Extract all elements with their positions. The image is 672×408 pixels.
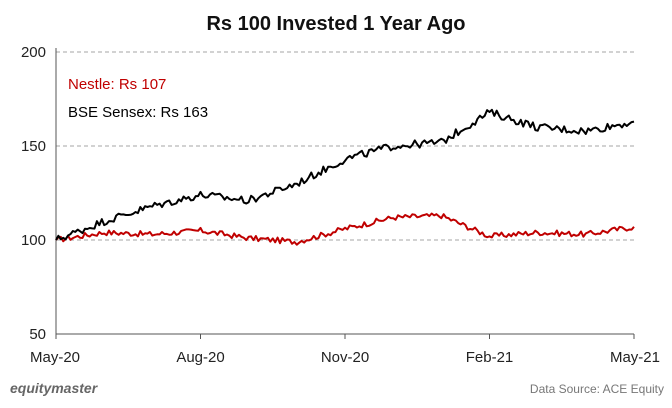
x-tick-label: May-21: [610, 349, 660, 366]
x-tick-labels: May-20 Aug-20 Nov-20 Feb-21 May-21: [30, 349, 660, 366]
y-tick-label: 150: [21, 138, 46, 155]
x-tick-label: Aug-20: [176, 349, 224, 366]
axes: [55, 48, 635, 339]
y-tick-label: 200: [21, 44, 46, 61]
x-tick-label: May-20: [30, 349, 80, 366]
series-lines: [55, 108, 635, 246]
x-tick-label: Nov-20: [321, 349, 369, 366]
legend-entry-sensex: BSE Sensex: Rs 163: [68, 104, 208, 121]
brand-logo-text: equitymaster: [10, 380, 99, 396]
data-source-note: Data Source: ACE Equity: [530, 382, 664, 396]
y-tick-label: 100: [21, 232, 46, 249]
y-tick-labels: 50 100 150 200: [21, 44, 46, 343]
x-tick-label: Feb-21: [466, 349, 514, 366]
legend: Nestle: Rs 107 BSE Sensex: Rs 163: [68, 76, 208, 121]
grid-lines: [56, 51, 634, 241]
legend-entry-nestle: Nestle: Rs 107: [68, 76, 166, 93]
series-line-sensex: [55, 108, 635, 241]
y-tick-label: 50: [29, 326, 46, 343]
chart-title: Rs 100 Invested 1 Year Ago: [206, 13, 465, 35]
